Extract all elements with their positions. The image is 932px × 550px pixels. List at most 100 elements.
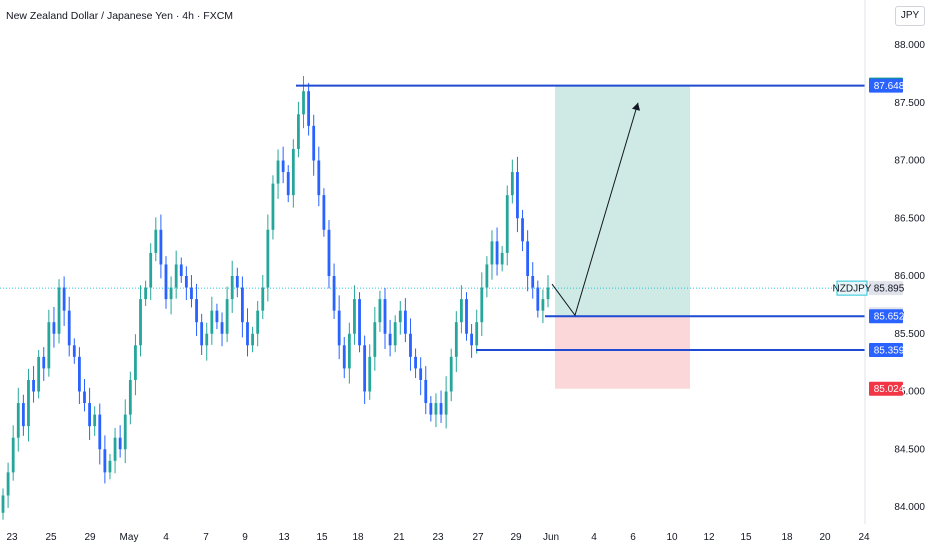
time-tick-label: 7 [203, 532, 209, 543]
candle-body [495, 241, 499, 265]
candle-body [454, 322, 458, 357]
candle-body [358, 299, 361, 346]
time-axis[interactable]: 23 25 29 May 4 7 9 13 15 18 21 23 27 29 Jun 4 6 10 12 15 18 2… [6, 532, 870, 543]
candle-body [52, 322, 56, 334]
candle-body [225, 299, 229, 334]
candle-body [368, 356, 372, 392]
candle-body [205, 333, 209, 346]
candle-body [32, 379, 35, 392]
candle-body [449, 356, 453, 392]
price-badge-label: 85.359 [874, 346, 905, 357]
price-badge-label: 87.648 [874, 81, 905, 92]
candle-body [108, 460, 112, 473]
candle-body [439, 403, 443, 415]
candle-body [480, 287, 484, 323]
candle-body [531, 276, 535, 288]
candle-body [47, 322, 51, 369]
candle-body [383, 299, 387, 334]
candle-body [103, 449, 107, 473]
time-tick-label: 25 [45, 532, 57, 543]
candle-body [235, 276, 239, 288]
price-badge-label: 85.895 [874, 284, 905, 295]
candle-body [490, 241, 494, 265]
candle-body [200, 322, 204, 346]
candle-body [276, 160, 280, 184]
price-tick-label: 85.500 [894, 329, 925, 340]
candle-body [312, 125, 316, 161]
candle-body [42, 356, 46, 369]
candle-body [505, 195, 509, 253]
candle-body [536, 287, 540, 311]
currency-selector[interactable]: JPY [895, 6, 925, 26]
candle-body [398, 310, 402, 323]
candle-body [317, 160, 321, 196]
candle-body [16, 403, 20, 438]
time-tick-label: 29 [84, 532, 96, 543]
candle-body [363, 345, 367, 392]
horizontal-levels[interactable] [296, 84, 865, 352]
candle-body [164, 264, 168, 300]
candle-body [286, 172, 290, 196]
candle-body [67, 310, 71, 346]
candle-body [37, 356, 41, 392]
candle-body [123, 414, 127, 450]
candle-body [134, 345, 137, 380]
candle-body [246, 322, 249, 346]
candle-body [373, 322, 377, 357]
candle-body [144, 287, 148, 300]
time-tick-label: 9 [242, 532, 248, 543]
target-zone [555, 85, 690, 317]
candle-body [434, 403, 438, 415]
candle-body [470, 333, 473, 346]
candle-body [307, 91, 311, 126]
candle-body [429, 403, 433, 415]
candle-body [500, 252, 504, 265]
arrow-head [632, 102, 640, 111]
time-tick-label: 18 [781, 532, 793, 543]
time-tick-label: 29 [510, 532, 522, 543]
candle-body [281, 160, 285, 173]
candle-body [240, 287, 244, 323]
candle-body [215, 310, 219, 323]
time-tick-label: 21 [393, 532, 405, 543]
candle-body [88, 403, 91, 427]
time-tick-label: 15 [740, 532, 752, 543]
candle-body [179, 264, 183, 276]
time-tick-label: 12 [703, 532, 715, 543]
candle-body [332, 276, 336, 311]
price-axis[interactable]: 88.000 87.500 87.000 86.500 86.000 85.500 85.0… [894, 40, 925, 513]
price-tick-label: 87.000 [894, 156, 925, 167]
candle-body [62, 287, 66, 311]
candle-body [118, 437, 122, 450]
time-tick-label: 4 [163, 532, 169, 543]
price-badge-label: 85.024 [874, 384, 905, 395]
time-tick-label: 23 [6, 532, 18, 543]
candle-body [220, 322, 224, 334]
candle-body [230, 276, 234, 300]
candle-body [510, 172, 514, 196]
candle-body [93, 414, 97, 427]
candle-body [337, 310, 341, 346]
price-tick-label: 87.500 [894, 98, 925, 109]
candle-body [210, 310, 214, 334]
candle-body [322, 195, 326, 230]
candle-body [353, 299, 356, 334]
candle-body [546, 287, 550, 300]
candle-body [195, 299, 198, 323]
candle-body [251, 333, 254, 346]
candle-body [128, 379, 132, 415]
candle-body [72, 345, 76, 357]
price-tick-label: 84.500 [894, 444, 925, 455]
time-tick-label: 15 [316, 532, 328, 543]
candle-body [526, 241, 530, 276]
candle-body [159, 229, 163, 265]
candle-body [327, 229, 331, 276]
candle-body [444, 391, 448, 415]
candle-body [403, 310, 407, 334]
projection-arrow[interactable] [551, 102, 640, 317]
candle-body [174, 264, 178, 288]
price-tick-label: 88.000 [894, 40, 925, 51]
price-tick-label: 86.500 [894, 213, 925, 224]
candle-body [342, 345, 346, 369]
